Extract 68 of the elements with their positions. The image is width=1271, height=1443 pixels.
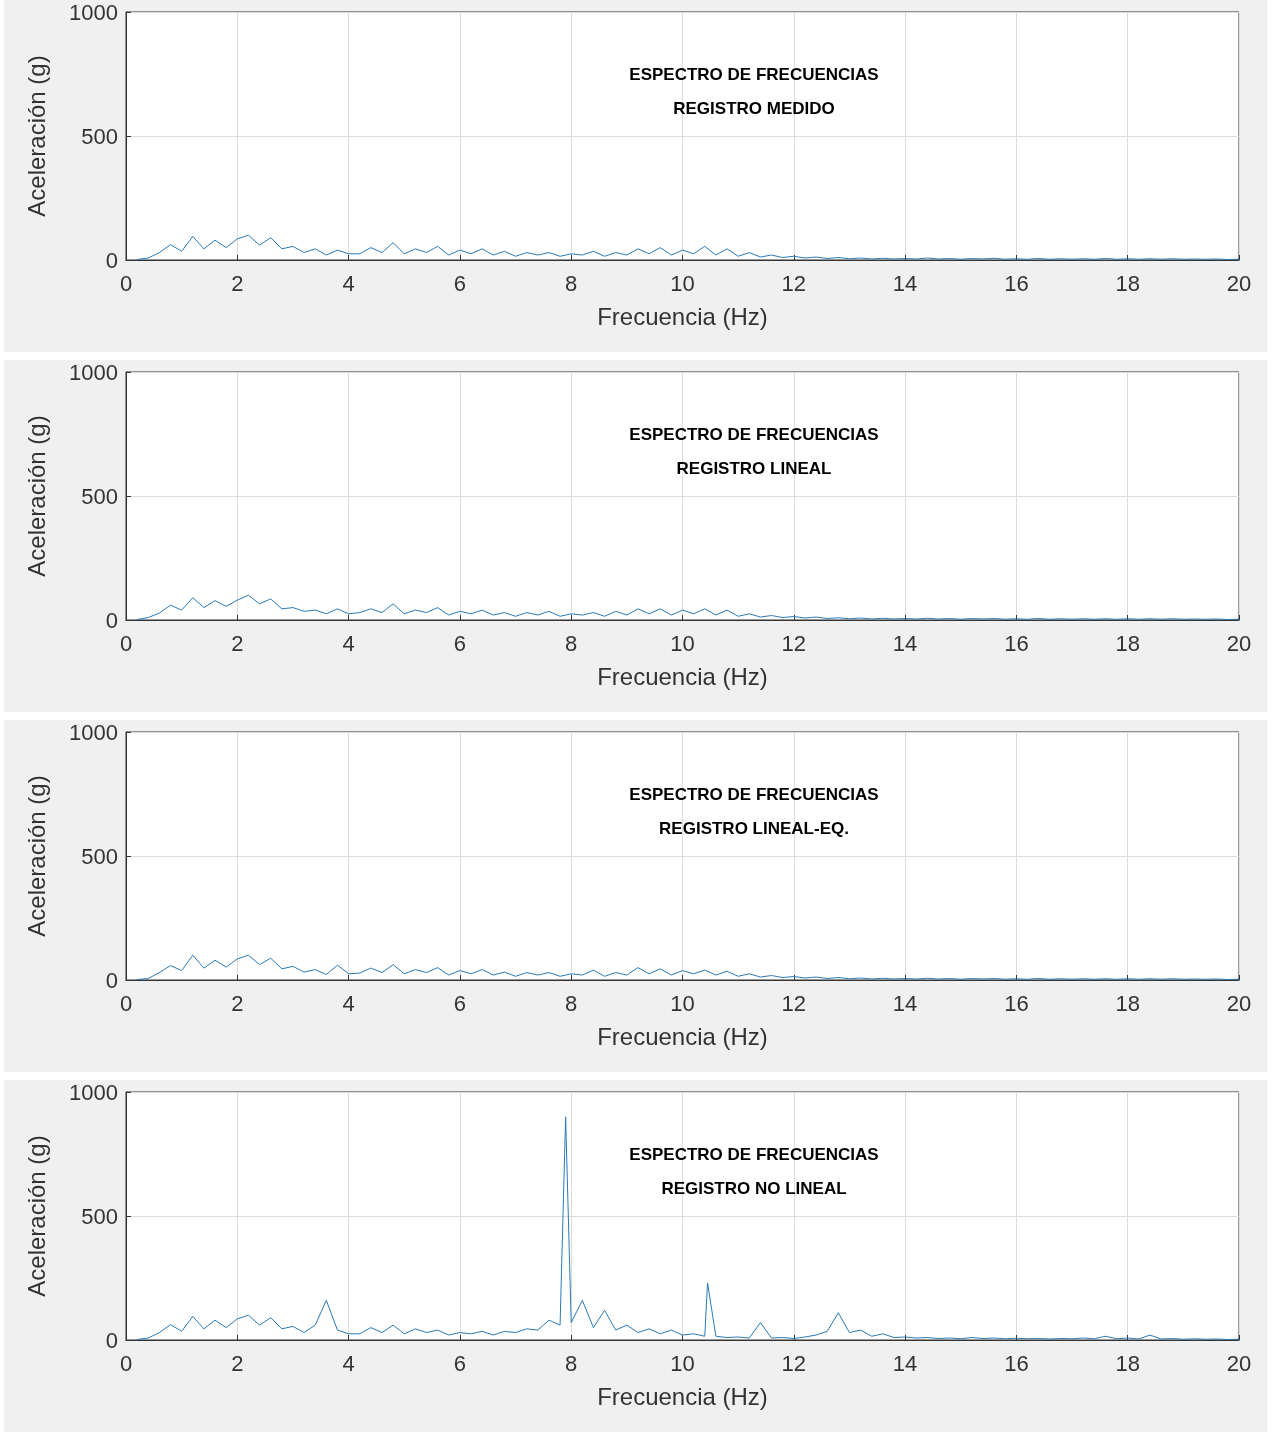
y-tick-label: 1000 bbox=[69, 0, 118, 25]
x-tick-label: 12 bbox=[781, 630, 807, 656]
x-axis-title: Frecuencia (Hz) bbox=[597, 1022, 768, 1050]
x-axis-title: Frecuencia (Hz) bbox=[597, 662, 768, 690]
x-tick-label: 2 bbox=[231, 1350, 244, 1376]
x-tick-label: 14 bbox=[892, 270, 918, 296]
y-tick-label: 0 bbox=[105, 247, 118, 273]
x-tick-label: 12 bbox=[781, 990, 807, 1016]
y-tick-label: 1000 bbox=[69, 359, 118, 385]
y-tick-label: 500 bbox=[81, 483, 118, 509]
x-tick-label: 10 bbox=[670, 270, 695, 296]
x-tick-label: 4 bbox=[342, 630, 355, 656]
x-tick-label: 10 bbox=[670, 630, 695, 656]
x-tick-label: 16 bbox=[1004, 270, 1029, 296]
x-tick-label: 4 bbox=[342, 990, 355, 1016]
y-tick-label: 0 bbox=[105, 1327, 118, 1353]
text: ESPECTRO DE FRECUENCIAS REGISTRO NO LINEAL bbox=[629, 1144, 879, 1198]
y-tick-label: 0 bbox=[105, 607, 118, 633]
x-tick-label: 4 bbox=[342, 270, 355, 296]
x-tick-label: 6 bbox=[453, 1350, 467, 1376]
x-tick-label: 18 bbox=[1115, 270, 1140, 296]
line-series bbox=[136, 1116, 1240, 1340]
x-tick-label: 8 bbox=[565, 990, 578, 1016]
x-tick-label: 12 bbox=[781, 270, 807, 296]
y-tick-label: 1000 bbox=[69, 1079, 118, 1105]
text: ESPECTRO DE FRECUENCIAS REGISTRO LINEAL bbox=[629, 424, 879, 478]
y-tick-label: 500 bbox=[81, 1203, 118, 1229]
x-tick-label: 6 bbox=[453, 270, 467, 296]
text: ESPECTRO DE FRECUENCIAS REGISTRO MEDIDO bbox=[629, 64, 879, 118]
line-series bbox=[136, 954, 1240, 980]
x-tick-label: 10 bbox=[670, 1350, 695, 1376]
x-tick-label: 18 bbox=[1115, 1350, 1140, 1376]
x-tick-label: 6 bbox=[453, 990, 467, 1016]
x-axis-title: Frecuencia (Hz) bbox=[597, 1382, 768, 1410]
x-tick-label: 16 bbox=[1004, 990, 1029, 1016]
y-axis-title: Aceleración (g) bbox=[22, 1135, 50, 1297]
x-tick-label: 18 bbox=[1115, 630, 1140, 656]
x-tick-label: 20 bbox=[1226, 990, 1252, 1016]
x-tick-label: 6 bbox=[453, 630, 467, 656]
line-series bbox=[136, 234, 1240, 260]
y-tick-label: 1000 bbox=[69, 719, 118, 745]
x-tick-label: 2 bbox=[231, 630, 244, 656]
x-tick-label: 4 bbox=[342, 1350, 355, 1376]
x-tick-label: 8 bbox=[565, 630, 578, 656]
x-tick-label: 8 bbox=[565, 1350, 578, 1376]
y-axis-title: Aceleración (g) bbox=[22, 775, 50, 937]
y-axis-title: Aceleración (g) bbox=[22, 415, 50, 577]
x-tick-label: 18 bbox=[1115, 990, 1140, 1016]
x-axis-title: Frecuencia (Hz) bbox=[597, 302, 768, 330]
x-tick-label: 14 bbox=[892, 630, 918, 656]
y-tick-label: 500 bbox=[81, 843, 118, 869]
y-tick-label: 0 bbox=[105, 967, 118, 993]
x-tick-label: 16 bbox=[1004, 1350, 1029, 1376]
x-tick-label: 16 bbox=[1004, 630, 1029, 656]
y-axis-title: Aceleración (g) bbox=[22, 55, 50, 217]
y-tick-label: 500 bbox=[81, 123, 118, 149]
x-tick-label: 12 bbox=[781, 1350, 807, 1376]
x-tick-label: 14 bbox=[892, 990, 918, 1016]
x-tick-label: 20 bbox=[1226, 270, 1252, 296]
x-tick-label: 2 bbox=[231, 990, 244, 1016]
text: ESPECTRO DE FRECUENCIAS REGISTRO LINEAL-EQ. bbox=[629, 784, 879, 838]
x-tick-label: 2 bbox=[231, 270, 244, 296]
x-tick-label: 14 bbox=[892, 1350, 918, 1376]
x-tick-label: 10 bbox=[670, 990, 695, 1016]
x-tick-label: 20 bbox=[1226, 630, 1252, 656]
x-tick-label: 20 bbox=[1226, 1350, 1252, 1376]
line-series bbox=[136, 594, 1240, 620]
x-tick-label: 8 bbox=[565, 270, 578, 296]
